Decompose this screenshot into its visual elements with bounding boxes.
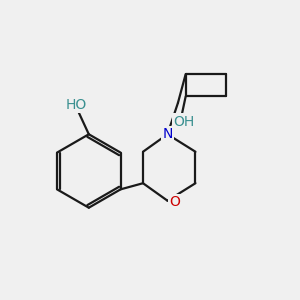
Text: O: O	[170, 196, 181, 209]
Text: HO: HO	[66, 98, 87, 112]
Text: N: N	[162, 127, 173, 141]
Text: OH: OH	[173, 115, 194, 129]
